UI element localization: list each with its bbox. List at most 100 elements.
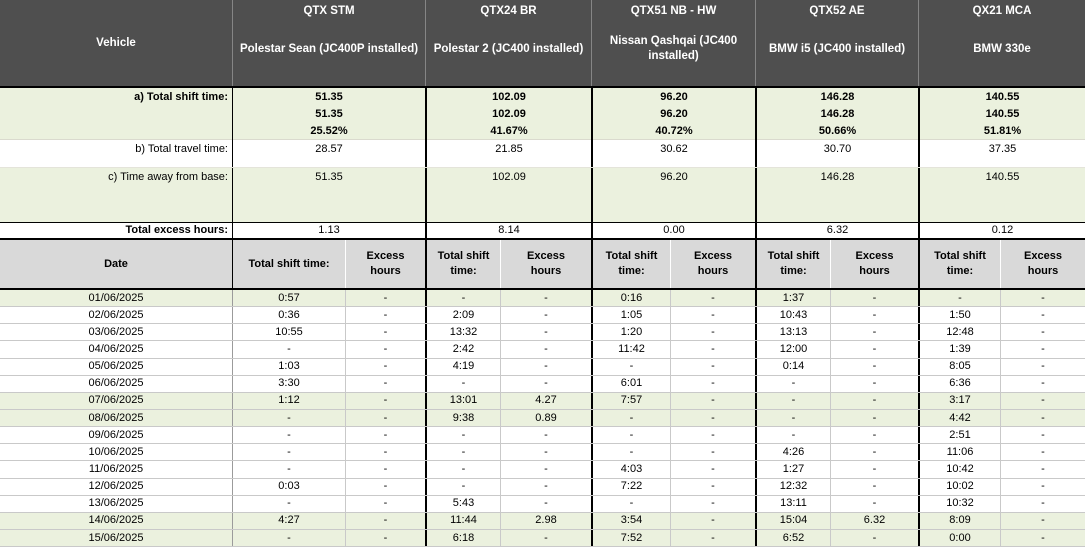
excess-hours-cell[interactable]: -: [670, 478, 755, 495]
excess-hours-cell[interactable]: -: [830, 392, 918, 409]
excess-hours-cell[interactable]: -: [830, 495, 918, 512]
excess-hours-cell[interactable]: -: [670, 495, 755, 512]
excess-hours-cell[interactable]: -: [830, 341, 918, 358]
excess-hours-cell[interactable]: -: [500, 444, 591, 461]
shift-time-cell[interactable]: -: [918, 290, 1000, 307]
excess-hours-cell[interactable]: -: [830, 358, 918, 375]
excess-hours-cell[interactable]: -: [1000, 444, 1085, 461]
excess-hours-cell[interactable]: -: [500, 324, 591, 341]
date-cell[interactable]: 13/06/2025: [88, 497, 144, 510]
shift-total-cell[interactable]: 140.55 140.55 51.81%: [918, 88, 1085, 140]
shift-time-cell[interactable]: 0:36: [232, 307, 345, 324]
date-cell[interactable]: 14/06/2025: [88, 514, 144, 527]
date-cell[interactable]: 10/06/2025: [88, 445, 144, 458]
shift-time-cell[interactable]: 8:05: [918, 358, 1000, 375]
excess-hours-cell[interactable]: -: [345, 427, 425, 444]
shift-time-cell[interactable]: 1:03: [232, 358, 345, 375]
shift-time-cell[interactable]: 11:44: [425, 512, 500, 529]
excess-hours-cell[interactable]: -: [670, 461, 755, 478]
row-label[interactable]: a) Total shift time:: [134, 91, 228, 103]
excess-hours-cell[interactable]: -: [500, 427, 591, 444]
excess-hours-cell[interactable]: 2.98: [500, 512, 591, 529]
shift-time-cell[interactable]: 5:43: [425, 495, 500, 512]
shift-time-cell[interactable]: -: [232, 495, 345, 512]
excess-hours-cell[interactable]: -: [1000, 461, 1085, 478]
excess-hours-cell[interactable]: -: [830, 290, 918, 307]
row-label[interactable]: b) Total travel time:: [135, 143, 228, 155]
shift-time-cell[interactable]: 4:42: [918, 409, 1000, 427]
shift-time-header-cell[interactable]: Total shift time:: [232, 240, 345, 288]
excess-hours-cell[interactable]: -: [345, 409, 425, 427]
shift-time-cell[interactable]: 13:01: [425, 392, 500, 409]
shift-time-cell[interactable]: -: [755, 409, 830, 427]
shift-total-cell[interactable]: 102.09 102.09 41.67%: [425, 88, 591, 140]
excess-hours-cell[interactable]: -: [670, 307, 755, 324]
shift-time-cell[interactable]: -: [425, 461, 500, 478]
date-cell[interactable]: 08/06/2025: [88, 411, 144, 424]
shift-time-cell[interactable]: 1:39: [918, 341, 1000, 358]
shift-time-cell[interactable]: 0:57: [232, 290, 345, 307]
excess-hours-cell[interactable]: -: [345, 512, 425, 529]
excess-hours-cell[interactable]: -: [670, 324, 755, 341]
excess-hours-header-cell[interactable]: Excess hours: [1000, 240, 1085, 288]
date-cell[interactable]: 15/06/2025: [88, 531, 144, 544]
date-cell[interactable]: 07/06/2025: [88, 394, 144, 407]
excess-hours-cell[interactable]: -: [830, 461, 918, 478]
excess-hours-cell[interactable]: -: [830, 409, 918, 427]
vehicle-header-cell[interactable]: QX21 MCA BMW 330e: [918, 0, 1085, 86]
excess-hours-cell[interactable]: -: [670, 375, 755, 392]
excess-hours-cell[interactable]: -: [1000, 409, 1085, 427]
vehicle-header-cell[interactable]: QTX52 AE BMW i5 (JC400 installed): [755, 0, 918, 86]
shift-time-cell[interactable]: 12:48: [918, 324, 1000, 341]
excess-hours-cell[interactable]: -: [670, 512, 755, 529]
travel-total-cell[interactable]: 21.85: [425, 140, 591, 167]
excess-hours-cell[interactable]: -: [500, 290, 591, 307]
shift-time-cell[interactable]: 6:01: [591, 375, 670, 392]
excess-hours-header-cell[interactable]: Excess hours: [500, 240, 591, 288]
shift-time-cell[interactable]: -: [425, 375, 500, 392]
shift-time-cell[interactable]: -: [232, 341, 345, 358]
excess-hours-cell[interactable]: -: [345, 375, 425, 392]
shift-total-cell[interactable]: 146.28 146.28 50.66%: [755, 88, 918, 140]
shift-time-cell[interactable]: -: [232, 461, 345, 478]
excess-hours-cell[interactable]: -: [1000, 478, 1085, 495]
shift-time-cell[interactable]: 0:00: [918, 529, 1000, 547]
date-cell[interactable]: 12/06/2025: [88, 480, 144, 493]
shift-time-cell[interactable]: 0:14: [755, 358, 830, 375]
shift-time-cell[interactable]: 8:09: [918, 512, 1000, 529]
excess-hours-cell[interactable]: -: [500, 307, 591, 324]
shift-time-cell[interactable]: 6:36: [918, 375, 1000, 392]
excess-hours-cell[interactable]: -: [670, 341, 755, 358]
shift-time-header-cell[interactable]: Total shift time:: [591, 240, 670, 288]
excess-hours-cell[interactable]: 0.89: [500, 409, 591, 427]
shift-time-cell[interactable]: 2:09: [425, 307, 500, 324]
away-total-cell[interactable]: 51.35: [232, 168, 425, 222]
shift-time-cell[interactable]: 7:52: [591, 529, 670, 547]
excess-hours-cell[interactable]: -: [830, 427, 918, 444]
shift-time-cell[interactable]: -: [755, 392, 830, 409]
date-cell[interactable]: 09/06/2025: [88, 428, 144, 441]
shift-time-cell[interactable]: 2:51: [918, 427, 1000, 444]
shift-time-cell[interactable]: 10:42: [918, 461, 1000, 478]
excess-hours-cell[interactable]: -: [670, 444, 755, 461]
excess-hours-cell[interactable]: -: [345, 290, 425, 307]
excess-hours-cell[interactable]: -: [1000, 392, 1085, 409]
shift-time-header-cell[interactable]: Total shift time:: [755, 240, 830, 288]
excess-hours-cell[interactable]: -: [345, 392, 425, 409]
excess-hours-cell[interactable]: -: [1000, 307, 1085, 324]
excess-hours-cell[interactable]: -: [830, 478, 918, 495]
excess-total-cell[interactable]: 8.14: [425, 223, 591, 238]
excess-hours-cell[interactable]: -: [830, 444, 918, 461]
vehicle-header-cell[interactable]: QTX24 BR Polestar 2 (JC400 installed): [425, 0, 591, 86]
shift-time-cell[interactable]: 3:17: [918, 392, 1000, 409]
date-cell[interactable]: 04/06/2025: [88, 342, 144, 355]
excess-hours-cell[interactable]: -: [830, 375, 918, 392]
travel-total-cell[interactable]: 28.57: [232, 140, 425, 167]
shift-time-cell[interactable]: 0:03: [232, 478, 345, 495]
excess-hours-cell[interactable]: -: [345, 529, 425, 547]
travel-total-cell[interactable]: 30.62: [591, 140, 755, 167]
excess-hours-cell[interactable]: -: [830, 324, 918, 341]
date-cell[interactable]: 03/06/2025: [88, 325, 144, 338]
excess-hours-cell[interactable]: -: [1000, 529, 1085, 547]
shift-time-cell[interactable]: 2:42: [425, 341, 500, 358]
